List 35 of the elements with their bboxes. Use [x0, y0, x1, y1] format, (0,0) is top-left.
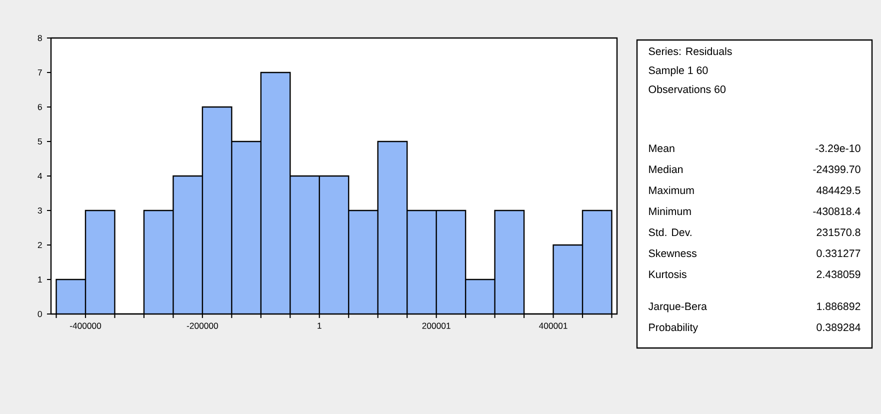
x-tick-label: -400000: [70, 322, 102, 329]
text: Median: [649, 165, 683, 174]
x-tick-label: 200001: [422, 322, 450, 329]
y-tick-label: 2: [38, 242, 42, 248]
text: 484429.5: [816, 186, 860, 194]
y-tick-label: 4: [38, 173, 42, 179]
text: Skewness: [648, 249, 697, 258]
text: 231570.8: [816, 228, 860, 236]
y-tick-label: 3: [38, 207, 42, 214]
text: 0.389284: [816, 324, 860, 332]
y-tick-label: 0: [38, 310, 42, 318]
text: 2.438059: [816, 270, 860, 278]
x-tick-label: 1: [318, 322, 322, 329]
text: Mean: [649, 144, 674, 152]
text: -430818.4: [813, 208, 860, 216]
text: Sample 1 60: [648, 66, 708, 76]
text: Std. Dev.: [648, 228, 692, 236]
text: Minimum: [649, 207, 691, 216]
text: Probability: [649, 323, 698, 334]
text: -24399.70: [813, 166, 860, 174]
text: Jarque-Bera: [648, 302, 707, 312]
y-tick-label: 8: [38, 34, 42, 42]
y-tick-label: 6: [38, 104, 42, 110]
text: Series: Residuals: [648, 47, 732, 56]
y-tick-label: 5: [38, 138, 42, 145]
y-tick-label: 7: [38, 70, 42, 76]
y-tick-label: 1: [38, 276, 42, 282]
text: 1.886892: [817, 302, 860, 310]
text: Maximum: [649, 186, 694, 194]
text: 0.331277: [816, 250, 860, 258]
text: Observations 60: [648, 85, 726, 94]
text: -3.29e-10: [816, 144, 860, 152]
text: Kurtosis: [649, 270, 686, 278]
x-tick-label: -200000: [186, 322, 218, 329]
x-tick-label: 400001: [539, 322, 568, 329]
